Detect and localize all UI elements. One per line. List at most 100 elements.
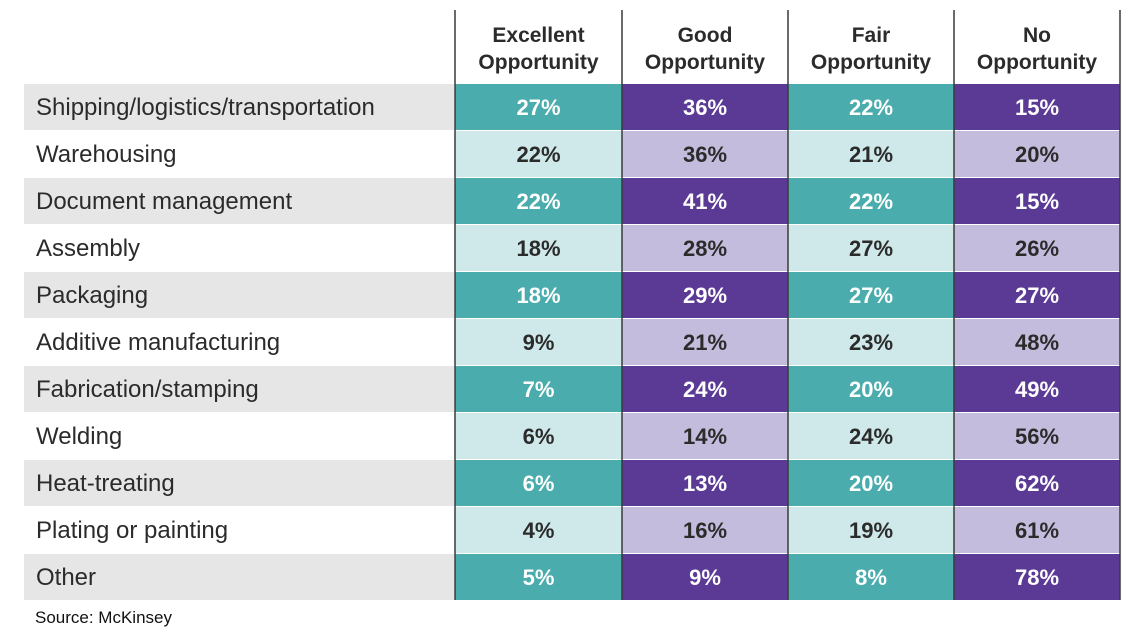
row-label: Fabrication/stamping bbox=[36, 376, 259, 403]
table-cell bbox=[455, 319, 622, 365]
cell-value: 15% bbox=[1015, 189, 1059, 214]
column-header-0: Excellent Opportunity bbox=[478, 24, 598, 74]
table-cell bbox=[954, 554, 1120, 600]
table-cell bbox=[455, 413, 622, 459]
row-label: Heat-treating bbox=[36, 470, 175, 497]
table-cell bbox=[455, 84, 622, 130]
table-cell bbox=[622, 272, 788, 318]
table-cell bbox=[622, 84, 788, 130]
cell-value: 21% bbox=[683, 330, 727, 355]
table-cell bbox=[788, 225, 954, 271]
cell-value: 8% bbox=[855, 565, 887, 590]
row-label: Warehousing bbox=[36, 141, 177, 168]
row-label: Document management bbox=[36, 188, 292, 215]
table-cell bbox=[788, 554, 954, 600]
cell-value: 6% bbox=[523, 424, 555, 449]
cell-value: 24% bbox=[849, 424, 893, 449]
cell-value: 36% bbox=[683, 142, 727, 167]
cell-value: 14% bbox=[683, 424, 727, 449]
row-label: Other bbox=[36, 564, 96, 591]
cell-value: 22% bbox=[516, 142, 560, 167]
cell-value: 9% bbox=[689, 565, 721, 590]
table-cell bbox=[954, 84, 1120, 130]
table-cell bbox=[954, 131, 1120, 177]
cell-value: 20% bbox=[1015, 142, 1059, 167]
cell-value: 16% bbox=[683, 518, 727, 543]
cell-value: 9% bbox=[523, 330, 555, 355]
cell-value: 18% bbox=[516, 283, 560, 308]
table-cell bbox=[455, 366, 622, 412]
table-cell bbox=[622, 178, 788, 224]
table-cell bbox=[954, 225, 1120, 271]
table-cell bbox=[455, 272, 622, 318]
table-cell bbox=[455, 460, 622, 506]
column-header-1: Good Opportunity bbox=[645, 24, 765, 74]
cell-value: 21% bbox=[849, 142, 893, 167]
cell-value: 78% bbox=[1015, 565, 1059, 590]
row-label-bg bbox=[24, 178, 454, 224]
table-cell bbox=[788, 131, 954, 177]
table-cell bbox=[455, 507, 622, 553]
table-cell bbox=[622, 131, 788, 177]
source-note: Source: McKinsey bbox=[35, 608, 172, 627]
table-cell bbox=[622, 225, 788, 271]
table-cell bbox=[954, 178, 1120, 224]
cell-value: 7% bbox=[523, 377, 555, 402]
cell-value: 20% bbox=[849, 471, 893, 496]
cell-value: 48% bbox=[1015, 330, 1059, 355]
cell-value: 27% bbox=[849, 283, 893, 308]
table-cell bbox=[455, 178, 622, 224]
table-cell bbox=[954, 413, 1120, 459]
cell-value: 20% bbox=[849, 377, 893, 402]
table-cell bbox=[788, 413, 954, 459]
table-cell bbox=[622, 554, 788, 600]
cell-value: 24% bbox=[683, 377, 727, 402]
table-cell bbox=[788, 507, 954, 553]
table-cell bbox=[788, 272, 954, 318]
cell-value: 26% bbox=[1015, 236, 1059, 261]
cell-value: 49% bbox=[1015, 377, 1059, 402]
cell-value: 27% bbox=[849, 236, 893, 261]
cell-value: 13% bbox=[683, 471, 727, 496]
cell-value: 29% bbox=[683, 283, 727, 308]
table-cell bbox=[788, 84, 954, 130]
cell-value: 56% bbox=[1015, 424, 1059, 449]
table-cell bbox=[954, 319, 1120, 365]
column-header-3: No Opportunity bbox=[977, 24, 1097, 74]
table-cell bbox=[622, 413, 788, 459]
table-cell bbox=[455, 554, 622, 600]
table-cell bbox=[788, 319, 954, 365]
cell-value: 22% bbox=[849, 95, 893, 120]
row-label: Packaging bbox=[36, 282, 148, 309]
cell-value: 5% bbox=[523, 565, 555, 590]
row-label: Assembly bbox=[36, 235, 140, 262]
cell-value: 27% bbox=[1015, 283, 1059, 308]
table-cell bbox=[622, 319, 788, 365]
table-cell bbox=[788, 178, 954, 224]
cell-value: 4% bbox=[523, 518, 555, 543]
table-cell bbox=[788, 460, 954, 506]
row-label-bg bbox=[24, 84, 454, 130]
row-label-bg bbox=[24, 554, 454, 600]
table-cell bbox=[622, 507, 788, 553]
cell-value: 27% bbox=[516, 95, 560, 120]
cell-value: 61% bbox=[1015, 518, 1059, 543]
cell-value: 41% bbox=[683, 189, 727, 214]
column-header-2: Fair Opportunity bbox=[811, 24, 931, 74]
row-label-bg bbox=[24, 272, 454, 318]
cell-value: 36% bbox=[683, 95, 727, 120]
table-cell bbox=[455, 225, 622, 271]
cell-value: 19% bbox=[849, 518, 893, 543]
table-cell bbox=[622, 460, 788, 506]
row-label: Welding bbox=[36, 423, 122, 450]
table-cell bbox=[954, 460, 1120, 506]
cell-value: 22% bbox=[516, 189, 560, 214]
table-cell bbox=[455, 131, 622, 177]
row-label: Shipping/logistics/transportation bbox=[36, 94, 375, 121]
cell-value: 22% bbox=[849, 189, 893, 214]
cell-value: 23% bbox=[849, 330, 893, 355]
table-cell bbox=[954, 272, 1120, 318]
cell-value: 28% bbox=[683, 236, 727, 261]
row-label: Additive manufacturing bbox=[36, 329, 280, 356]
